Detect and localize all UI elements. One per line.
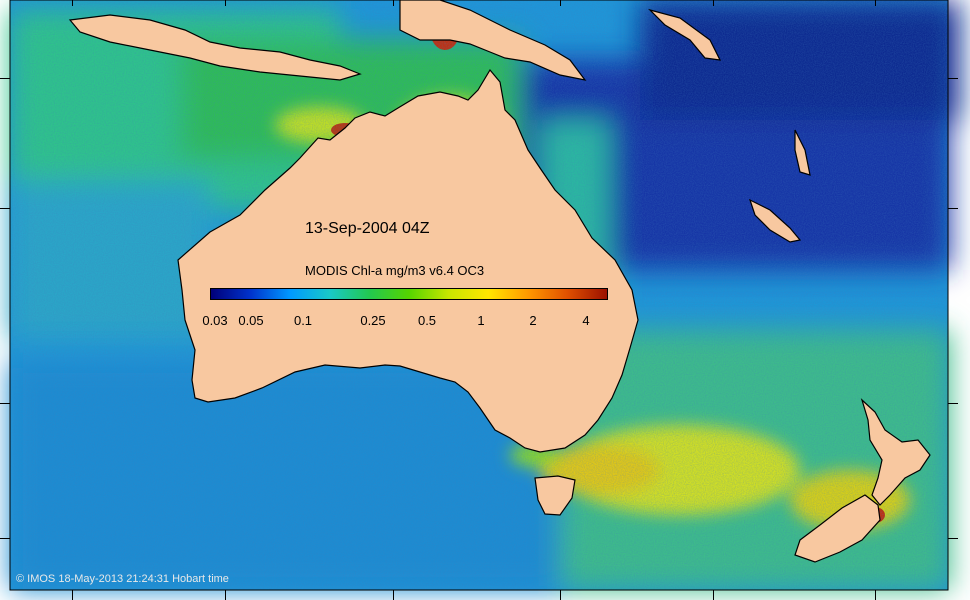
nz-south-island xyxy=(794,494,881,563)
tick-bottom-4 xyxy=(560,590,561,600)
nz-north-island xyxy=(860,398,931,506)
tick-top-1 xyxy=(72,0,73,6)
tick-left-1 xyxy=(0,78,10,79)
solomon-islands xyxy=(647,8,722,61)
tick-bottom-1 xyxy=(72,590,73,600)
colorbar-tick-label: 1 xyxy=(477,313,485,328)
tick-top-6 xyxy=(875,0,876,6)
new-caledonia xyxy=(748,198,802,243)
colorbar-tick-label: 0.03 xyxy=(202,313,228,328)
tick-bottom-2 xyxy=(225,590,226,600)
tick-right-2 xyxy=(948,208,958,209)
colorbar-tick-label: 2 xyxy=(529,313,537,328)
tick-top-2 xyxy=(225,0,226,6)
copyright-text: © IMOS 18-May-2013 21:24:31 Hobart time xyxy=(16,573,229,585)
tick-right-4 xyxy=(948,538,958,539)
new-guinea-land xyxy=(399,0,587,81)
tick-left-4 xyxy=(0,538,10,539)
colorbar xyxy=(210,288,608,300)
tick-right-3 xyxy=(948,403,958,404)
legend-title: MODIS Chl-a mg/m3 v6.4 OC3 xyxy=(305,263,485,278)
map-border xyxy=(9,0,949,591)
tick-left-3 xyxy=(0,403,10,404)
colorbar-tick-label: 0.25 xyxy=(360,313,386,328)
tasmania-land xyxy=(534,475,576,516)
tick-top-3 xyxy=(393,0,394,6)
australia-land xyxy=(177,68,639,453)
colorbar-tick-label: 0.5 xyxy=(417,313,437,328)
tick-bottom-6 xyxy=(875,590,876,600)
tick-bottom-5 xyxy=(713,590,714,600)
map-title: 13-Sep-2004 04Z xyxy=(305,220,430,237)
tick-right-1 xyxy=(948,78,958,79)
tick-top-5 xyxy=(713,0,714,6)
colorbar-tick-label: 4 xyxy=(582,313,590,328)
tick-top-4 xyxy=(560,0,561,6)
indonesia-islands xyxy=(68,14,362,81)
tick-bottom-3 xyxy=(393,590,394,600)
tick-left-2 xyxy=(0,208,10,209)
colorbar-tick-label: 0.05 xyxy=(238,313,264,328)
colorbar-tick-label: 0.1 xyxy=(293,313,313,328)
vanuatu-islands xyxy=(794,129,811,176)
